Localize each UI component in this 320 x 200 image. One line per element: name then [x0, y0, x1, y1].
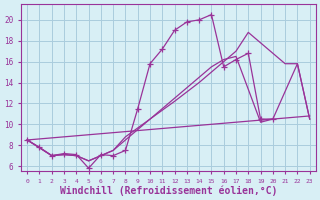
X-axis label: Windchill (Refroidissement éolien,°C): Windchill (Refroidissement éolien,°C): [60, 185, 277, 196]
